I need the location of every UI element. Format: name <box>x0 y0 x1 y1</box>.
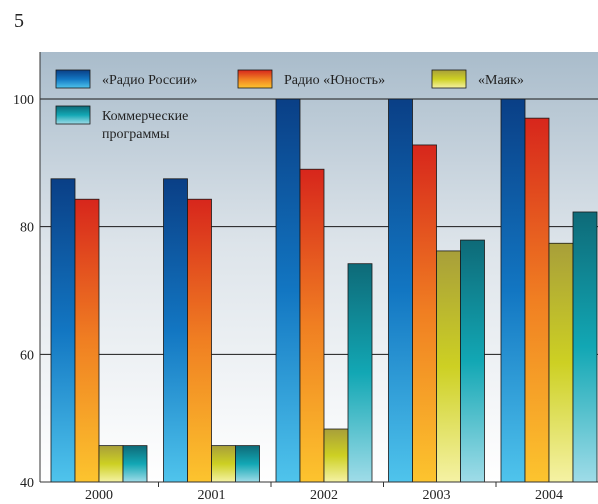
legend-label: Коммерческие <box>102 109 188 124</box>
bar-2003-s1 <box>412 144 437 483</box>
bar-2004-s0 <box>500 98 526 483</box>
bar-2001-s0 <box>163 178 188 483</box>
legend-label: «Радио России» <box>102 73 197 88</box>
legend-swatch-2 <box>431 69 467 89</box>
y-tick-label: 80 <box>20 221 34 236</box>
x-tick-label: 2002 <box>310 488 338 503</box>
bar-2001-s2 <box>211 445 236 483</box>
page-number: 5 <box>14 10 24 32</box>
bar-2003-s3 <box>460 239 485 483</box>
y-tick-label: 60 <box>20 348 34 363</box>
bar-2004-s2 <box>548 242 574 483</box>
legend-label: «Маяк» <box>478 73 524 88</box>
bar-2000-s0 <box>50 178 76 483</box>
legend-label: Радио «Юность» <box>284 73 385 88</box>
x-tick-label: 2004 <box>535 488 563 503</box>
x-tick-label: 2003 <box>423 488 451 503</box>
axes: 40 60 80 100 2000 2001 2002 2003 2004 <box>13 52 598 503</box>
bar-2000-s3 <box>122 445 148 483</box>
bar-2002-s2 <box>323 428 349 483</box>
bar-2002-s3 <box>347 263 373 483</box>
legend-swatch-1 <box>237 69 273 89</box>
y-tick-label: 40 <box>20 476 34 491</box>
legend-label: программы <box>102 127 170 142</box>
legend-swatch-3 <box>55 105 91 125</box>
legend: «Радио России» Радио «Юность» «Маяк» Коммер… <box>55 69 524 142</box>
bar-2002-s0 <box>275 98 301 483</box>
bar-2003-s0 <box>388 98 413 483</box>
bar-2003-s2 <box>436 250 461 483</box>
bar-2001-s1 <box>187 198 212 483</box>
legend-swatch-0 <box>55 69 91 89</box>
bar-2004-s3 <box>572 211 598 483</box>
y-tick-label: 100 <box>13 93 34 108</box>
bar-2000-s2 <box>98 445 124 483</box>
x-tick-label: 2000 <box>85 488 113 503</box>
bars <box>50 98 598 483</box>
bar-2000-s1 <box>74 198 100 483</box>
bar-2002-s1 <box>299 168 325 483</box>
x-tick-label: 2001 <box>198 488 226 503</box>
bar-2004-s1 <box>524 117 550 483</box>
bar-2001-s3 <box>235 445 260 483</box>
